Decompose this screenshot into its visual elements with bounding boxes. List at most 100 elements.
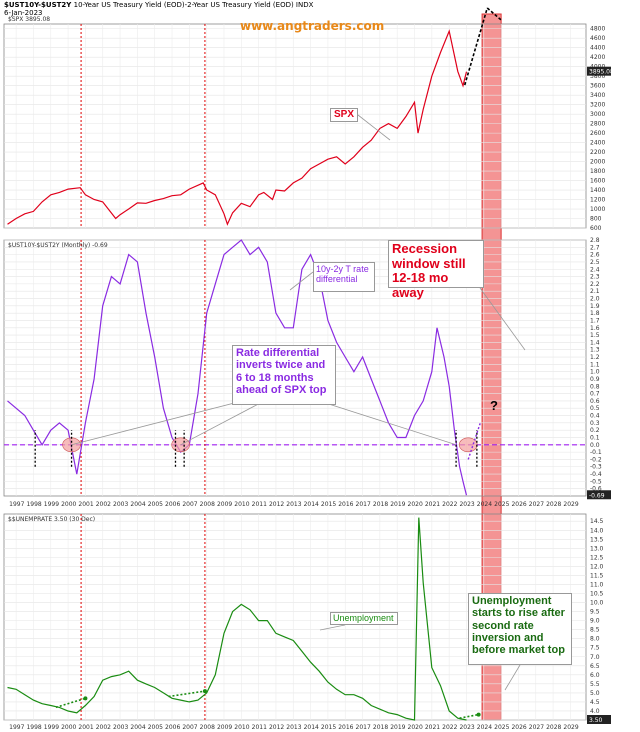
spx-y-tick-label: 4400 <box>590 45 605 52</box>
spread-y-tick-label: -0.4 <box>590 471 602 478</box>
spread-y-tick-label: -0.3 <box>590 464 602 471</box>
spread-y-tick-label: 2.0 <box>590 296 600 303</box>
unemployment-panel: 3.54.04.55.05.56.06.57.07.58.08.59.09.51… <box>3 513 611 724</box>
unemployment-label: Unemployment <box>330 612 398 625</box>
spx-y-tick-label: 1400 <box>590 187 605 194</box>
chart-symbol-title: $UST10Y-$UST2Y 10-Year US Treasury Yield… <box>4 1 314 9</box>
spread-y-tick-label: 0.3 <box>590 420 600 427</box>
spread-y-tick-label: -0.6 <box>590 486 602 493</box>
x-tick-label: 2026 <box>511 724 526 731</box>
spread-y-tick-label: -0.2 <box>590 456 602 463</box>
spread-y-tick-label: 1.9 <box>590 303 600 310</box>
arrow-head <box>83 696 88 701</box>
unemployment-y-tick-label: 9.0 <box>590 618 600 625</box>
x-tick-label: 1998 <box>26 501 41 508</box>
x-tick-label: 2005 <box>148 501 163 508</box>
spread-y-tick-label: 1.7 <box>590 317 600 324</box>
x-tick-label: 2015 <box>321 501 336 508</box>
x-tick-label: 2000 <box>61 724 76 731</box>
spread-y-tick-label: 1.2 <box>590 354 600 361</box>
spx-last-value-label: 3895.08 <box>589 69 614 76</box>
chart-date: 6-Jan-2023 <box>4 9 43 17</box>
x-tick-label: 2008 <box>200 501 215 508</box>
spread-y-tick-label: 1.4 <box>590 339 600 346</box>
spx-y-tick-label: 1000 <box>590 206 605 213</box>
x-tick-label: 2001 <box>78 724 93 731</box>
spx-panel: 600 800 1000 1200 1400 1600 1800 2000 2200 2400 26… <box>3 16 614 232</box>
x-tick-label: 2027 <box>529 501 544 508</box>
spread-y-tick-label: 2.2 <box>590 281 600 288</box>
x-tick-label: 2023 <box>459 501 474 508</box>
x-tick-label: 1999 <box>44 724 59 731</box>
x-tick-label: 2004 <box>130 724 145 731</box>
recession-window-note: Recession window still 12-18 mo away <box>388 240 484 299</box>
unemployment-series-line <box>7 517 467 721</box>
x-tick-label: 2019 <box>390 724 405 731</box>
spx-y-tick-label: 2600 <box>590 130 605 137</box>
x-tick-label: 2002 <box>96 724 111 731</box>
x-tick-label: 2016 <box>338 724 353 731</box>
spx-y-tick-label: 4800 <box>590 26 605 33</box>
spread-y-tick-label: 2.4 <box>590 266 600 273</box>
spx-y-tick-label: 800 <box>590 216 602 223</box>
spread-y-tick-label: 0.1 <box>590 434 600 441</box>
unemployment-y-tick-label: 11.5 <box>590 572 604 579</box>
website-watermark: www.angtraders.com <box>240 19 385 33</box>
spx-projection-arrow <box>486 7 502 21</box>
spx-y-tick-label: 1200 <box>590 197 605 204</box>
x-tick-label: 2019 <box>390 501 405 508</box>
x-tick-label: 2012 <box>269 501 284 508</box>
callout-line <box>289 271 314 291</box>
x-tick-label: 2002 <box>96 501 111 508</box>
spread-y-tick-label: 0.9 <box>590 376 600 383</box>
spx-last-value-box <box>587 66 611 76</box>
spread-y-tick-label: 1.0 <box>590 369 600 376</box>
x-tick-label: 2025 <box>494 501 509 508</box>
x-tick-label: 2024 <box>477 501 492 508</box>
spread-projection-arrow <box>467 422 482 460</box>
x-tick-label: 2026 <box>511 501 526 508</box>
x-tick-label: 2017 <box>356 724 371 731</box>
spx-y-tick-label: 2200 <box>590 149 605 156</box>
x-tick-label: 2006 <box>165 724 180 731</box>
spread-legend: $UST10Y-$UST2Y (Monthly) -0.69 <box>8 242 108 249</box>
callout-line <box>479 287 526 351</box>
unemployment-y-tick-label: 4.0 <box>590 708 600 715</box>
unemployment-y-tick-label: 5.0 <box>590 690 600 697</box>
x-tick-label: 1998 <box>26 724 41 731</box>
spread-y-tick-label: 2.5 <box>590 259 600 266</box>
spx-legend: $SPX 3895.08 <box>8 16 50 23</box>
unemployment-last-value-label: 3.50 <box>589 717 603 724</box>
x-tick-label: 1997 <box>9 724 24 731</box>
x-tick-label: 2003 <box>113 724 128 731</box>
spx-y-tick-label: 1800 <box>590 168 605 175</box>
spread-y-tick-label: 0.5 <box>590 405 600 412</box>
x-tick-label: 2025 <box>494 724 509 731</box>
callout-line <box>319 624 346 631</box>
x-tick-label: 2017 <box>356 501 371 508</box>
spread-y-tick-label: -0.5 <box>590 478 602 485</box>
unemployment-y-tick-label: 12.5 <box>590 554 604 561</box>
spread-y-tick-label: 0.0 <box>590 442 600 449</box>
unemployment-y-tick-label: 4.5 <box>590 699 600 706</box>
spread-y-tick-label: 1.8 <box>590 310 600 317</box>
unemployment-y-tick-label: 6.5 <box>590 663 600 670</box>
x-tick-label: 2010 <box>234 501 249 508</box>
spx-y-tick-label: 2400 <box>590 140 605 147</box>
spx-y-tick-label: 4600 <box>590 35 605 42</box>
x-tick-label: 2008 <box>200 724 215 731</box>
x-tick-label: 2014 <box>304 724 319 731</box>
unemployment-y-tick-label: 10.5 <box>590 591 604 598</box>
spread-y-tick-label: 0.6 <box>590 398 600 405</box>
rate-differential-note: Rate differential inverts twice and 6 to… <box>232 345 336 405</box>
x-tick-label: 1997 <box>9 501 24 508</box>
spread-y-tick-label: 2.3 <box>590 274 600 281</box>
spread-y-tick-label: 1.5 <box>590 332 600 339</box>
unemployment-note: Unemployment starts to rise after second… <box>468 593 572 665</box>
spread-y-tick-label: 2.1 <box>590 288 600 295</box>
unemployment-y-tick-label: 12.0 <box>590 563 604 570</box>
spx-y-tick-label: 3600 <box>590 83 605 90</box>
spx-y-tick-label: 3800 <box>590 73 605 80</box>
x-tick-label: 2028 <box>546 724 561 731</box>
x-tick-label: 2023 <box>459 724 474 731</box>
